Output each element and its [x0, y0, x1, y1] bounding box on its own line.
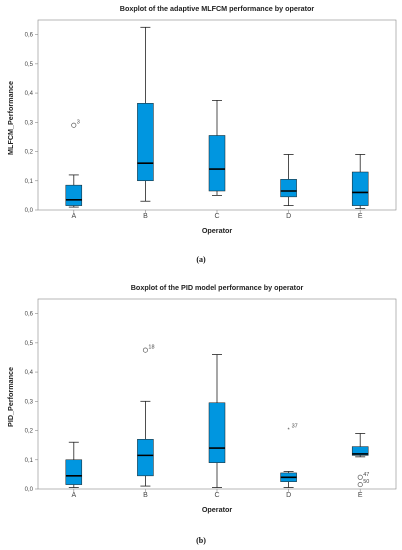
outlier-label: 50: [363, 479, 369, 485]
y-tick-label: 0,1: [25, 179, 34, 185]
y-tick-label: 0,2: [25, 429, 34, 435]
outlier-marker: [142, 347, 148, 353]
outlier-marker: [71, 122, 77, 128]
box-B: [137, 103, 154, 182]
y-tick-label: 0,6: [25, 312, 34, 318]
x-tick-label: E: [358, 492, 363, 499]
y-tick-label: 0,4: [25, 91, 34, 97]
y-tick-label: 0,3: [25, 120, 34, 126]
x-axis-label: Operator: [202, 226, 233, 235]
x-tick-label: B: [143, 213, 148, 220]
outlier-label: 18: [148, 345, 154, 351]
y-axis-label: PID_Performance: [6, 367, 15, 427]
outlier-marker: [357, 482, 363, 488]
x-tick-label: A: [71, 213, 76, 220]
box-D: [280, 179, 297, 198]
y-tick-label: 0,5: [25, 341, 34, 347]
outlier-label: 47: [363, 472, 369, 478]
x-tick-label: E: [358, 213, 363, 220]
y-tick-label: 0,2: [25, 150, 34, 156]
box-A: [65, 184, 83, 206]
outlier-label: 37: [292, 424, 298, 430]
y-axis-label: MLFCM_Performance: [6, 81, 15, 155]
y-tick-label: 0,6: [25, 33, 34, 39]
box-C: [208, 402, 226, 463]
chart-title: Boxplot of the adaptive MLFCM performanc…: [120, 4, 315, 13]
y-tick-label: 0,0: [25, 487, 34, 493]
y-tick-label: 0,3: [25, 399, 34, 405]
x-tick-label: C: [214, 213, 219, 220]
figure-caption: (b): [196, 536, 206, 545]
y-tick-label: 0,4: [25, 370, 34, 376]
x-tick-label: D: [286, 213, 291, 220]
y-tick-label: 0,0: [25, 208, 34, 214]
x-axis-label: Operator: [202, 505, 233, 514]
outlier-marker: [357, 474, 363, 480]
box-A: [65, 459, 83, 485]
y-tick-label: 0,1: [25, 458, 34, 464]
figure-caption: (a): [196, 255, 206, 264]
x-tick-label: D: [286, 492, 291, 499]
y-tick-label: 0,5: [25, 62, 34, 68]
chart-title: Boxplot of the PID model performance by …: [131, 283, 304, 292]
box-E: [351, 446, 369, 456]
outlier-star-marker: *: [288, 428, 291, 434]
box-E: [351, 171, 369, 206]
x-tick-label: C: [214, 492, 219, 499]
x-tick-label: B: [143, 492, 148, 499]
outlier-label: 3: [77, 120, 80, 126]
x-tick-label: A: [71, 492, 76, 499]
box-C: [208, 135, 226, 192]
box-B: [137, 439, 154, 477]
